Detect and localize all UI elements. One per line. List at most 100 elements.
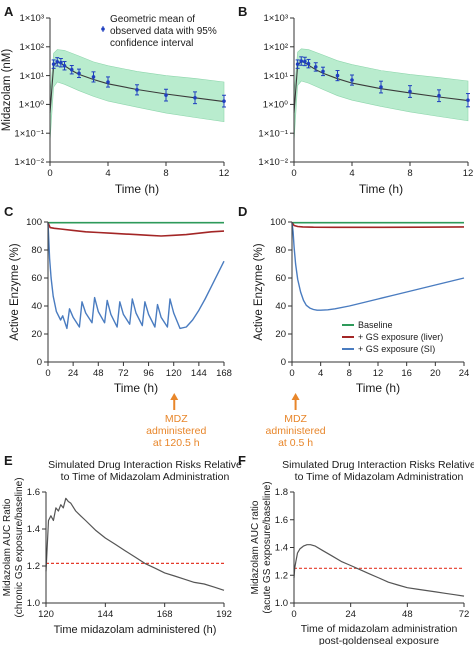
observed-point — [164, 93, 168, 97]
observed-point — [306, 61, 311, 66]
mdz-annotation: at 0.5 h — [278, 437, 313, 449]
legend-label: Baseline — [358, 320, 393, 330]
y-tick-label: 40 — [275, 301, 286, 312]
x-tick-label: 8 — [407, 168, 412, 179]
x-axis-label: post-goldenseal exposure — [319, 635, 439, 645]
observed-point — [59, 60, 63, 65]
panel-letter-b: B — [238, 4, 247, 19]
y-tick-label: 80 — [31, 245, 42, 256]
observed-point — [62, 63, 67, 68]
x-axis-label: Time (h) — [114, 381, 158, 395]
legend-label: Geometric mean of — [110, 14, 195, 25]
mdz-annotation: administered — [266, 425, 326, 437]
y-tick-label: 1×10¹ — [19, 71, 44, 82]
y-axis-label: Midazolam AUC ratio — [250, 500, 261, 594]
x-axis-label: Time (h) — [356, 381, 400, 395]
x-tick-label: 12 — [219, 168, 230, 179]
x-tick-label: 0 — [47, 168, 52, 179]
panel-letter-c: C — [4, 204, 14, 219]
panel-e-chart: Simulated Drug Interaction Risks Relativ… — [2, 459, 242, 636]
y-axis-label: Active Enzyme (%) — [253, 243, 265, 340]
x-tick-label: 20 — [430, 368, 441, 379]
y-tick-label: 1.6 — [275, 515, 288, 526]
observed-point — [321, 69, 325, 74]
x-axis-label: Time (h) — [359, 182, 403, 196]
y-tick-label: 1×10² — [19, 42, 44, 53]
observed-point — [466, 98, 470, 102]
x-tick-label: 16 — [401, 368, 412, 379]
chart-title: to Time of Midazolam Administration — [61, 471, 230, 483]
observed-point — [55, 60, 60, 64]
x-tick-label: 168 — [216, 368, 232, 379]
y-tick-label: 1×10² — [263, 42, 288, 53]
x-tick-label: 192 — [216, 609, 232, 620]
panel-letter-a: A — [4, 4, 14, 19]
y-tick-label: 1×10¹ — [263, 71, 288, 82]
observed-point — [335, 73, 340, 78]
x-tick-label: 0 — [291, 168, 296, 179]
x-tick-label: 8 — [163, 168, 168, 179]
x-tick-label: 4 — [349, 168, 354, 179]
panel-f-chart: Simulated Drug Interaction Risks Relativ… — [250, 459, 474, 645]
y-tick-label: 60 — [275, 273, 286, 284]
x-axis-label: Time (h) — [115, 182, 159, 196]
y-tick-label: 40 — [31, 301, 42, 312]
x-tick-label: 72 — [459, 609, 470, 620]
mdz-annotation: MDZ — [284, 413, 307, 425]
observed-point — [299, 59, 304, 63]
observed-point — [91, 75, 96, 79]
x-tick-label: 48 — [402, 609, 413, 620]
y-tick-label: 1×10³ — [263, 13, 288, 24]
x-tick-label: 96 — [143, 368, 154, 379]
series-line-si — [291, 222, 465, 311]
x-tick-label: 8 — [347, 368, 352, 379]
y-tick-label: 1.0 — [275, 598, 288, 609]
y-tick-label: 1×10⁰ — [19, 100, 44, 111]
y-axis-label: Midazolam AUC Ratio — [2, 498, 13, 596]
y-tick-label: 1.2 — [275, 570, 288, 581]
x-tick-label: 24 — [345, 609, 356, 620]
y-tick-label: 100 — [270, 217, 286, 228]
observed-point — [69, 67, 74, 72]
x-tick-label: 72 — [118, 368, 129, 379]
confidence-band — [49, 49, 225, 142]
x-tick-label: 144 — [191, 368, 207, 379]
auc-ratio-line — [45, 497, 225, 591]
x-tick-label: 168 — [157, 609, 173, 620]
panel-c-chart: 0 24 48 72 96 120 144 168 0 20 40 60 80 100 Time (h) Ac… — [9, 217, 232, 449]
x-axis-label: Time of midazolam administration — [301, 623, 458, 635]
x-axis-label: Time midazolam administered (h) — [54, 624, 217, 636]
x-tick-label: 4 — [318, 368, 323, 379]
x-tick-label: 12 — [463, 168, 474, 179]
y-tick-label: 100 — [26, 217, 42, 228]
x-tick-label: 120 — [166, 368, 182, 379]
x-tick-label: 144 — [97, 609, 113, 620]
observed-point — [313, 65, 318, 69]
observed-point — [51, 62, 56, 66]
series-line-liver — [47, 222, 225, 237]
x-tick-label: 24 — [68, 368, 79, 379]
panel-b-chart: 0 4 8 12 1×10⁻² 1×10⁻¹ 1×10⁰ 1×10¹ 1×10² 1×10³ Tim… — [258, 13, 473, 196]
chart-title: to Time of Midazolam Administration — [295, 471, 464, 483]
y-tick-label: 1×10⁻² — [14, 157, 44, 168]
observed-point — [135, 88, 139, 92]
chart-title: Simulated Drug Interaction Risks Relativ… — [282, 459, 474, 471]
y-axis-label: (chronic GS exposure/baseline) — [14, 477, 25, 617]
auc-ratio-line — [293, 544, 465, 597]
y-tick-label: 20 — [275, 329, 286, 340]
observed-point — [408, 89, 412, 94]
observed-point — [350, 78, 354, 82]
mdz-annotation: at 120.5 h — [153, 437, 200, 449]
mdz-arrow-head — [170, 393, 179, 400]
x-tick-label: 120 — [38, 609, 54, 620]
y-tick-label: 1×10⁻¹ — [258, 128, 288, 139]
y-tick-label: 1.0 — [27, 598, 40, 609]
y-tick-label: 80 — [275, 245, 286, 256]
mdz-annotation: administered — [146, 425, 206, 437]
y-tick-label: 1.6 — [27, 487, 40, 498]
legend-label: + GS exposure (liver) — [358, 332, 443, 342]
y-axis-label: (acute GS exposure/baseline) — [262, 481, 273, 613]
x-tick-label: 0 — [45, 368, 50, 379]
observed-point — [295, 62, 300, 66]
